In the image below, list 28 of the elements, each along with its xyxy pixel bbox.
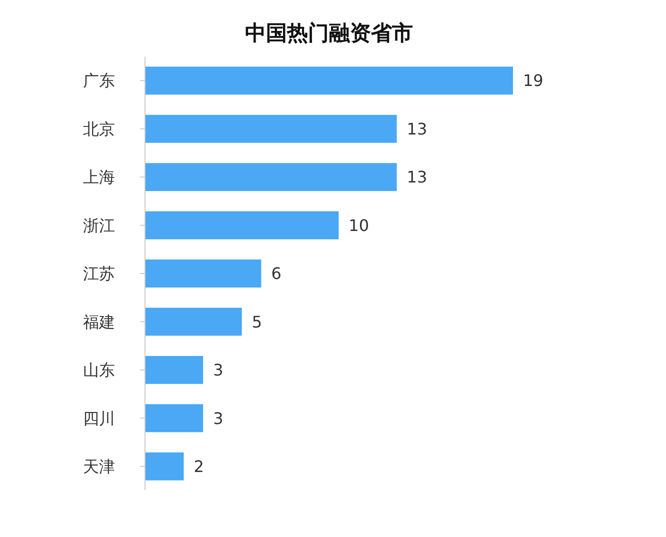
data-label: 19: [523, 71, 544, 90]
y-tick-label: 江苏: [83, 264, 115, 284]
bar: [145, 163, 397, 192]
y-tick-label: 福建: [83, 312, 115, 332]
bar: [145, 452, 184, 480]
bar: [145, 211, 339, 240]
y-tick-label: 天津: [83, 456, 115, 476]
bar: [145, 308, 242, 336]
y-tick-label: 上海: [83, 168, 115, 187]
data-label: 13: [406, 168, 428, 187]
data-label: 13: [406, 119, 428, 138]
data-label: 5: [252, 312, 262, 332]
data-label: 10: [348, 216, 370, 235]
chart-title: 中国热门融资省市: [245, 21, 413, 45]
bar: [145, 260, 262, 288]
bar: [145, 114, 397, 143]
y-tick-label: 四川: [83, 408, 115, 428]
bar: [145, 66, 513, 95]
y-tick-label: 北京: [83, 119, 115, 138]
y-tick-label: 广东: [83, 71, 115, 90]
data-label: 6: [271, 264, 282, 284]
bar: [145, 356, 204, 384]
data-label: 3: [213, 360, 224, 380]
y-tick-label: 山东: [83, 360, 115, 380]
y-tick-label: 浙江: [83, 216, 115, 235]
data-label: 3: [213, 408, 224, 428]
data-label: 2: [194, 456, 204, 476]
bar: [145, 404, 204, 432]
